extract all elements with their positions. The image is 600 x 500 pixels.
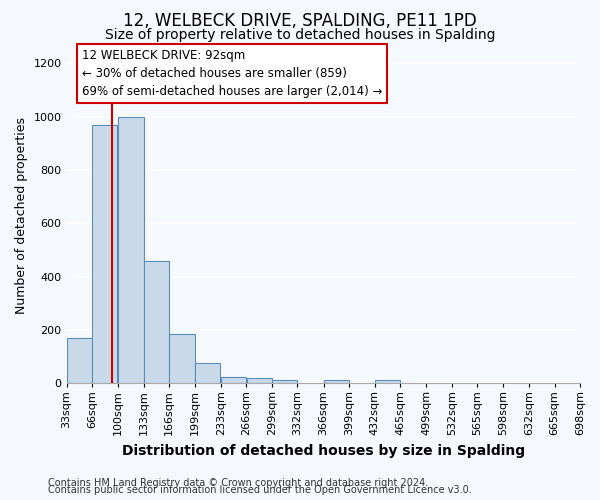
Bar: [375, 380, 400, 383]
Bar: [195, 363, 220, 383]
X-axis label: Distribution of detached houses by size in Spalding: Distribution of detached houses by size …: [122, 444, 525, 458]
Text: Contains HM Land Registry data © Crown copyright and database right 2024.: Contains HM Land Registry data © Crown c…: [48, 478, 428, 488]
Bar: [247, 378, 272, 383]
Y-axis label: Number of detached properties: Number of detached properties: [15, 117, 28, 314]
Text: 12 WELBECK DRIVE: 92sqm
← 30% of detached houses are smaller (859)
69% of semi-d: 12 WELBECK DRIVE: 92sqm ← 30% of detache…: [82, 49, 382, 98]
Bar: [324, 380, 349, 383]
Text: 12, WELBECK DRIVE, SPALDING, PE11 1PD: 12, WELBECK DRIVE, SPALDING, PE11 1PD: [123, 12, 477, 30]
Bar: [67, 338, 92, 383]
Bar: [272, 380, 297, 383]
Text: Contains public sector information licensed under the Open Government Licence v3: Contains public sector information licen…: [48, 485, 472, 495]
Bar: [221, 377, 247, 383]
Bar: [118, 117, 143, 383]
Bar: [92, 124, 118, 383]
Text: Size of property relative to detached houses in Spalding: Size of property relative to detached ho…: [105, 28, 495, 42]
Bar: [169, 334, 194, 383]
Bar: [144, 260, 169, 383]
